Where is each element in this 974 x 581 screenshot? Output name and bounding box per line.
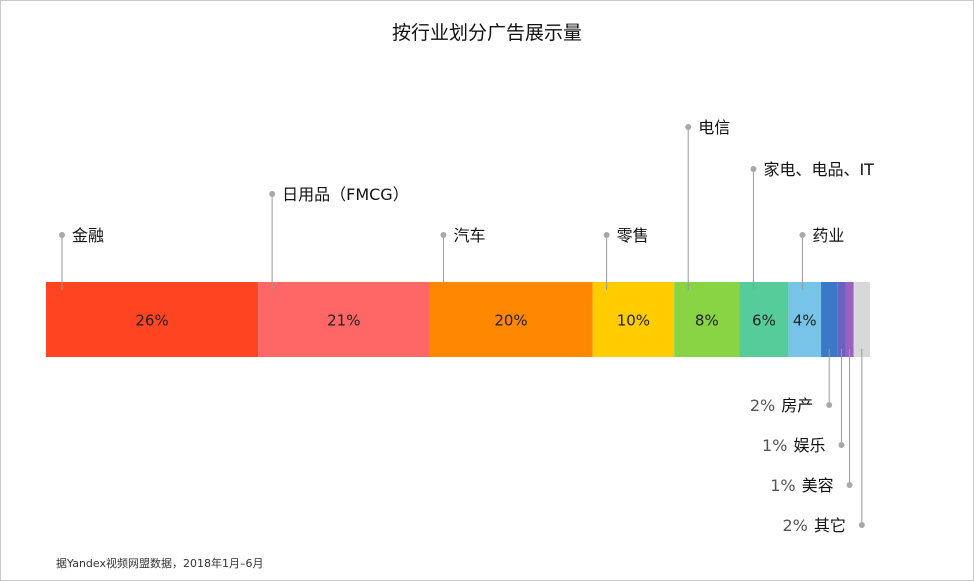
bar-segment — [739, 282, 789, 357]
category-label: 汽车 — [453, 226, 485, 245]
bar-segment — [845, 282, 854, 357]
bar-segment — [821, 282, 838, 357]
data-label: 1% — [770, 476, 795, 495]
leader-dot — [269, 191, 276, 197]
data-label: 20% — [494, 312, 527, 330]
data-label: 6% — [752, 312, 776, 330]
data-label: 26% — [135, 312, 168, 330]
data-label: 21% — [327, 312, 360, 330]
bar-segment — [592, 282, 675, 357]
category-label: 其它 — [814, 516, 846, 535]
leader-dot — [826, 402, 833, 408]
category-label: 日用品（FMCG） — [282, 185, 409, 204]
bar-segment — [429, 282, 593, 357]
category-label: 零售 — [617, 226, 649, 245]
bar-segment — [674, 282, 740, 357]
bar-segment — [853, 282, 870, 357]
leader-dot — [858, 522, 865, 528]
leader-dot — [838, 442, 845, 448]
leader-dot — [846, 482, 853, 488]
category-label: 美容 — [802, 476, 834, 495]
category-label: 娱乐 — [793, 436, 825, 455]
category-label: 电信 — [698, 118, 730, 137]
leader-dot — [59, 232, 65, 238]
category-label: 房产 — [781, 396, 813, 415]
leader-dot — [685, 124, 692, 130]
data-label: 4% — [793, 312, 817, 330]
bar-segment — [788, 282, 822, 357]
leader-dot — [603, 232, 610, 238]
data-label: 2% — [782, 516, 807, 535]
chart-title: 按行业划分广告展示量 — [391, 22, 582, 44]
leader-dot — [799, 232, 806, 238]
leader-dot — [440, 232, 447, 238]
bar-segment — [837, 282, 846, 357]
category-label: 金融 — [72, 226, 104, 245]
data-label: 2% — [750, 396, 775, 415]
source-note: 据Yandex视频网盟数据，2018年1月–6月 — [56, 557, 264, 570]
data-label: 8% — [695, 312, 719, 330]
leader-dot — [750, 166, 757, 172]
bar-segment — [258, 282, 430, 357]
data-label: 1% — [762, 436, 787, 455]
data-label: 10% — [617, 312, 650, 330]
category-label: 家电、电品、IT — [763, 160, 874, 179]
bar-segment — [46, 282, 259, 357]
category-label: 药业 — [812, 226, 844, 245]
